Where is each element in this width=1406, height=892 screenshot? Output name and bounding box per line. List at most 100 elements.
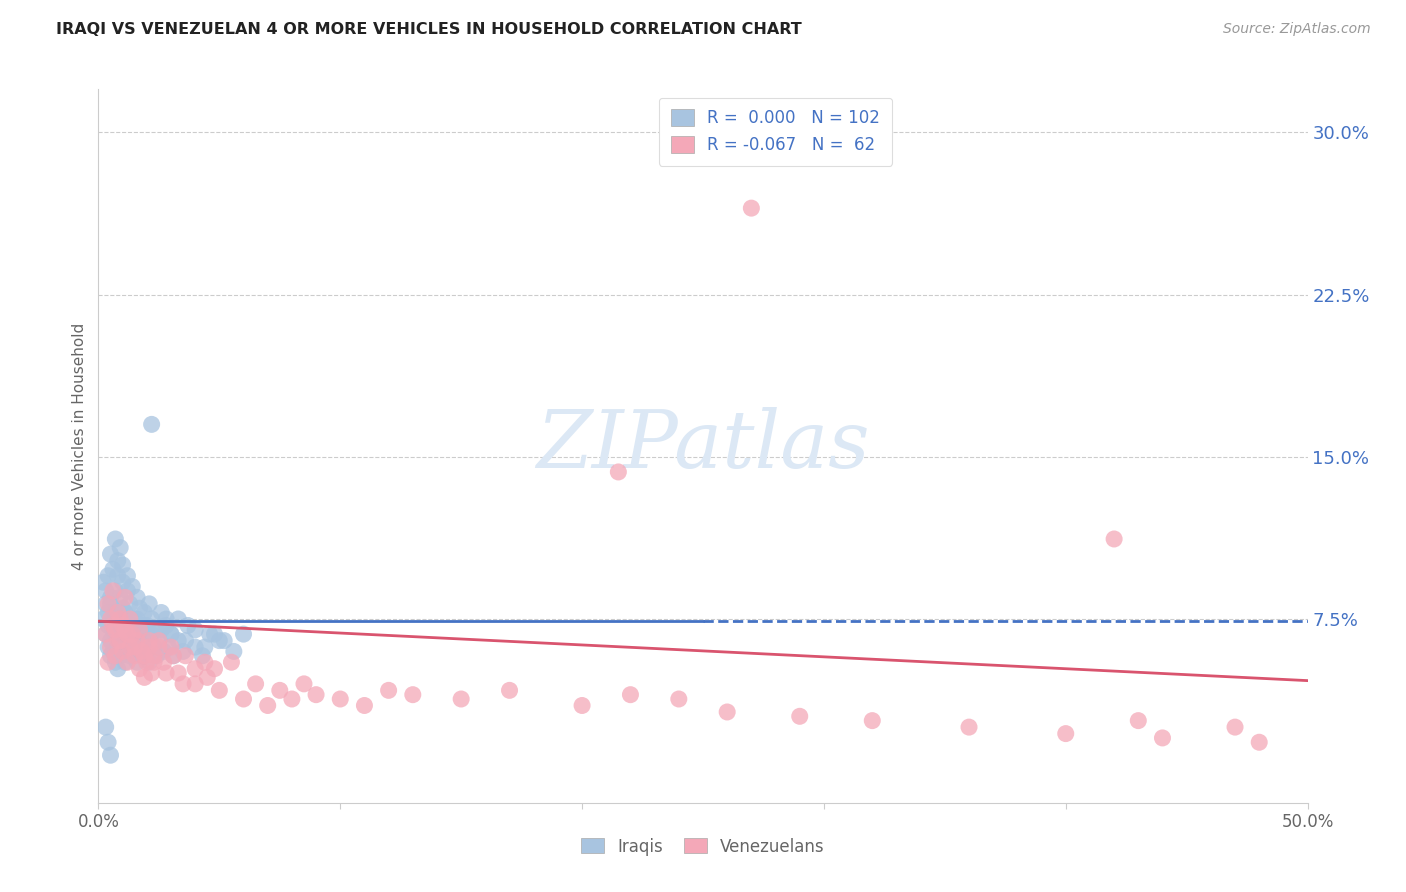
Point	[94, 597, 117, 611]
Point	[305, 688, 328, 702]
Point	[118, 640, 141, 654]
Point	[208, 633, 231, 648]
Point	[108, 633, 131, 648]
Point	[111, 558, 134, 572]
Point	[141, 612, 163, 626]
Point	[91, 612, 114, 626]
Point	[155, 666, 177, 681]
Point	[104, 532, 127, 546]
Point	[135, 627, 157, 641]
Point	[498, 683, 520, 698]
Point	[1054, 726, 1077, 740]
Point	[117, 583, 139, 598]
Point	[174, 633, 197, 648]
Point	[101, 562, 124, 576]
Point	[155, 612, 177, 626]
Point	[114, 606, 136, 620]
Point	[138, 633, 160, 648]
Point	[108, 591, 131, 605]
Point	[204, 662, 226, 676]
Point	[167, 612, 190, 626]
Point	[107, 553, 129, 567]
Point	[97, 597, 120, 611]
Point	[100, 597, 122, 611]
Point	[134, 633, 156, 648]
Point	[114, 623, 136, 637]
Point	[118, 612, 141, 626]
Point	[114, 655, 136, 669]
Point	[162, 648, 184, 663]
Point	[111, 644, 134, 658]
Point	[107, 618, 129, 632]
Point	[104, 627, 127, 641]
Point	[141, 666, 163, 681]
Point	[104, 655, 127, 669]
Point	[160, 627, 183, 641]
Point	[204, 627, 226, 641]
Point	[101, 612, 124, 626]
Point	[134, 648, 156, 663]
Point	[128, 662, 150, 676]
Point	[124, 640, 146, 654]
Point	[1249, 735, 1271, 749]
Point	[152, 655, 174, 669]
Point	[111, 623, 134, 637]
Point	[111, 601, 134, 615]
Text: Source: ZipAtlas.com: Source: ZipAtlas.com	[1223, 22, 1371, 37]
Point	[97, 735, 120, 749]
Point	[97, 640, 120, 654]
Point	[91, 575, 114, 590]
Point	[107, 568, 129, 582]
Point	[232, 627, 254, 641]
Point	[127, 591, 149, 605]
Point	[160, 627, 183, 641]
Point	[127, 612, 149, 626]
Point	[108, 648, 131, 663]
Point	[155, 618, 177, 632]
Point	[607, 465, 630, 479]
Point	[131, 623, 153, 637]
Point	[150, 623, 173, 637]
Point	[114, 627, 136, 641]
Point	[957, 720, 980, 734]
Point	[135, 655, 157, 669]
Point	[212, 633, 235, 648]
Point	[108, 612, 131, 626]
Point	[118, 597, 141, 611]
Point	[101, 623, 124, 637]
Point	[124, 612, 146, 626]
Point	[668, 692, 690, 706]
Point	[128, 640, 150, 654]
Point	[740, 201, 762, 215]
Point	[1223, 720, 1246, 734]
Point	[100, 591, 122, 605]
Point	[101, 583, 124, 598]
Point	[94, 627, 117, 641]
Point	[100, 633, 122, 648]
Point	[138, 655, 160, 669]
Point	[111, 575, 134, 590]
Point	[191, 648, 214, 663]
Point	[101, 618, 124, 632]
Point	[162, 648, 184, 663]
Text: IRAQI VS VENEZUELAN 4 OR MORE VEHICLES IN HOUSEHOLD CORRELATION CHART: IRAQI VS VENEZUELAN 4 OR MORE VEHICLES I…	[56, 22, 801, 37]
Point	[97, 606, 120, 620]
Point	[131, 644, 153, 658]
Point	[127, 633, 149, 648]
Text: ZIPatlas: ZIPatlas	[536, 408, 870, 484]
Point	[107, 640, 129, 654]
Point	[124, 627, 146, 641]
Point	[128, 601, 150, 615]
Legend: Iraqis, Venezuelans: Iraqis, Venezuelans	[575, 831, 831, 863]
Point	[145, 648, 167, 663]
Point	[100, 547, 122, 561]
Point	[117, 655, 139, 669]
Point	[143, 655, 166, 669]
Point	[141, 627, 163, 641]
Point	[174, 648, 197, 663]
Point	[138, 597, 160, 611]
Point	[107, 606, 129, 620]
Point	[172, 677, 194, 691]
Point	[184, 662, 207, 676]
Point	[377, 683, 399, 698]
